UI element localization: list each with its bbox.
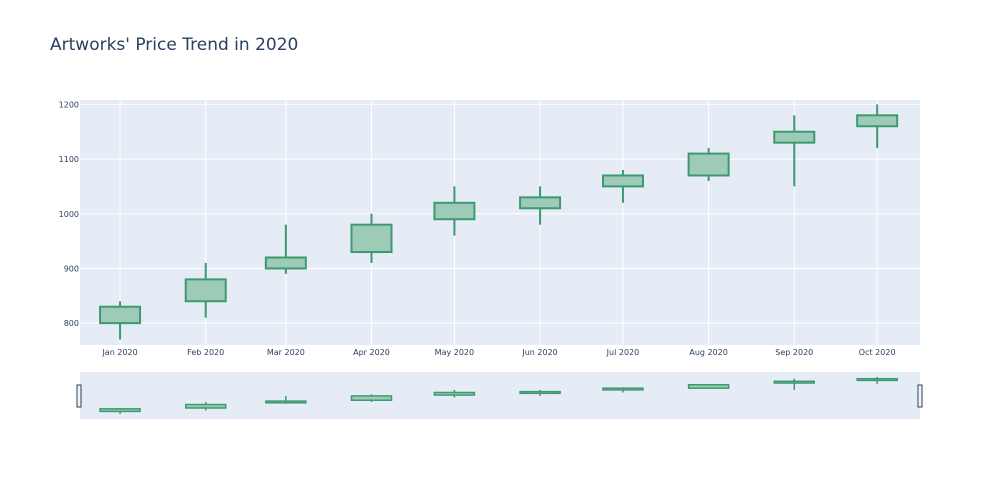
slider-candle [184, 401, 227, 411]
candle-body [264, 256, 307, 270]
slider-candle [265, 395, 307, 404]
slider-candle [602, 387, 644, 393]
candle-body [99, 305, 142, 325]
y-axis-ticks: 800 900 1000 1100 1200 [59, 100, 79, 328]
x-tick-label: Feb 2020 [187, 348, 224, 357]
candle-body [433, 201, 476, 221]
candle[interactable] [350, 213, 393, 263]
x-tick-label: Aug 2020 [689, 348, 728, 357]
slider-candle [773, 378, 816, 390]
x-tick-label: Mar 2020 [267, 348, 305, 357]
slider-candle [856, 377, 898, 384]
range-slider-background[interactable] [80, 372, 920, 419]
slider-candle-body [99, 408, 141, 413]
y-tick-label: 800 [64, 319, 79, 328]
x-axis-ticks: Jan 2020 Feb 2020 Mar 2020 Apr 2020 May 2020… [101, 348, 895, 357]
slider-candle [99, 407, 141, 414]
slider-candle [519, 389, 561, 396]
candle-body [184, 278, 227, 303]
candle-body [350, 223, 393, 254]
x-tick-label: Jun 2020 [521, 348, 557, 357]
slider-candle-body [687, 383, 730, 389]
slider-candle-body [856, 377, 898, 382]
candle-body [519, 196, 562, 210]
x-tick-label: Sep 2020 [775, 348, 813, 357]
candles [99, 104, 899, 340]
slider-candle-body [602, 387, 644, 391]
candle[interactable] [264, 224, 307, 274]
candle[interactable] [433, 186, 476, 236]
candle[interactable] [687, 148, 730, 181]
candle-body [856, 114, 899, 128]
slider-candle [350, 394, 393, 402]
range-slider-left-handle[interactable] [76, 384, 82, 408]
candle[interactable] [773, 115, 816, 187]
candle-body [773, 130, 816, 144]
chart-title: Artworks' Price Trend in 2020 [50, 35, 298, 55]
x-tick-label: Apr 2020 [353, 348, 390, 357]
slider-candle [433, 389, 476, 398]
x-tick-label: Jul 2020 [606, 348, 640, 357]
y-tick-label: 1200 [59, 100, 79, 109]
candle[interactable] [184, 262, 227, 318]
x-tick-label: Oct 2020 [859, 348, 896, 357]
slider-candle-body [184, 403, 227, 409]
candle[interactable] [601, 170, 644, 203]
y-tick-label: 900 [64, 264, 79, 273]
slider-candle-body [773, 380, 816, 384]
range-slider-right-handle[interactable] [917, 384, 923, 408]
slider-candle-body [433, 391, 476, 396]
candle-body [601, 174, 644, 188]
candle[interactable] [519, 186, 562, 225]
y-tick-label: 1000 [59, 210, 79, 219]
x-tick-label: Jan 2020 [101, 348, 137, 357]
x-tick-label: May 2020 [435, 348, 474, 357]
candle-body [687, 152, 730, 177]
candle[interactable] [856, 104, 899, 149]
slider-candle-body [350, 395, 393, 401]
slider-candle [687, 383, 730, 390]
y-tick-label: 1100 [59, 155, 79, 164]
candle[interactable] [99, 301, 142, 340]
range-slider-candles [99, 377, 898, 414]
slider-candle-body [265, 400, 307, 404]
slider-candle-body [519, 390, 561, 395]
